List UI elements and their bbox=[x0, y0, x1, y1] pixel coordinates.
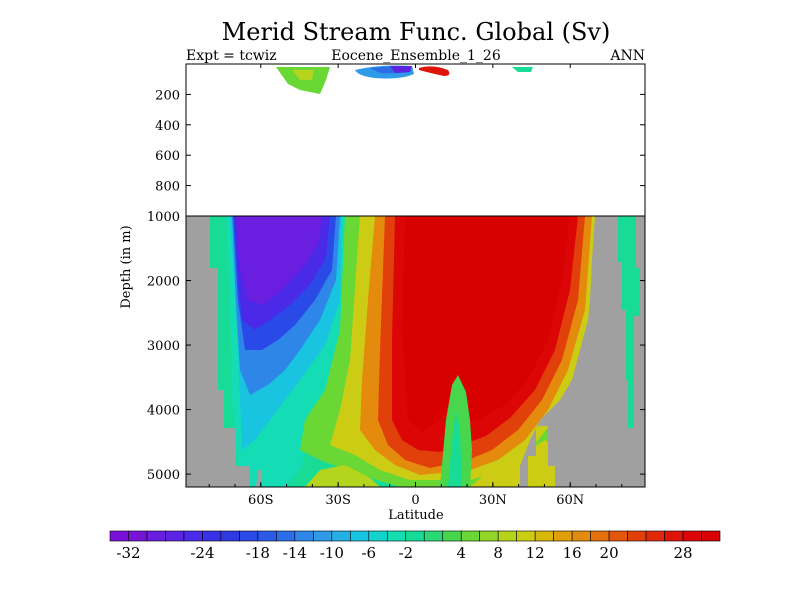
y-tick-label: 800 bbox=[155, 180, 180, 195]
colorbar-label: -24 bbox=[190, 544, 214, 562]
land-mask bbox=[520, 216, 645, 487]
colorbar-swatch bbox=[701, 530, 721, 542]
colorbar-swatch bbox=[202, 530, 222, 542]
streamfunction-contour bbox=[292, 70, 314, 80]
colorbar-swatch bbox=[146, 530, 166, 542]
experiment-label: Expt = tcwiz bbox=[186, 48, 277, 64]
colorbar-swatch bbox=[479, 530, 499, 542]
upper-panel bbox=[185, 63, 646, 217]
colorbar-swatch bbox=[313, 530, 333, 542]
colorbar-swatch bbox=[423, 530, 444, 542]
colorbar-swatch bbox=[497, 530, 517, 542]
colorbar-swatch bbox=[571, 530, 591, 542]
colorbar-swatch bbox=[534, 530, 554, 542]
streamfunction-contour bbox=[276, 67, 330, 94]
x-axis-label: Latitude bbox=[388, 508, 444, 523]
streamfunction-contour bbox=[390, 66, 412, 73]
colorbar-label: -10 bbox=[320, 544, 344, 562]
streamfunction-contour bbox=[236, 216, 322, 305]
colorbar-label: -6 bbox=[361, 544, 376, 562]
colorbar-label: 4 bbox=[456, 544, 466, 562]
y-axis-label: Depth (in m) bbox=[119, 225, 134, 308]
y-tick-label: 3000 bbox=[147, 339, 180, 354]
colorbar-swatch bbox=[165, 530, 185, 542]
colorbar-label: 28 bbox=[673, 544, 692, 562]
colorbar-label: -14 bbox=[283, 544, 307, 562]
colorbar-swatch bbox=[516, 530, 536, 542]
colorbar-label: 8 bbox=[493, 544, 503, 562]
streamfunction-contour bbox=[402, 216, 570, 432]
colorbar-swatch bbox=[276, 530, 296, 542]
streamfunction-contour bbox=[470, 440, 560, 487]
streamfunction-contour bbox=[448, 410, 462, 487]
chart-title: Merid Stream Func. Global (Sv) bbox=[222, 18, 611, 46]
land-mask bbox=[186, 216, 250, 487]
colorbar-swatch bbox=[608, 530, 628, 542]
colorbar-swatch bbox=[350, 530, 370, 542]
colorbar-label: -32 bbox=[116, 544, 140, 562]
colorbar-swatch bbox=[627, 530, 647, 542]
colorbar-swatch bbox=[645, 530, 665, 542]
colorbar-swatch bbox=[664, 530, 684, 542]
colorbar-swatch bbox=[368, 530, 388, 542]
colorbar-swatch bbox=[460, 530, 480, 542]
colorbar-swatch bbox=[257, 530, 277, 542]
colorbar-swatch bbox=[294, 530, 314, 542]
y-tick-label: 5000 bbox=[147, 468, 180, 483]
lower-y-axis-ticks: 2000 3000 4000 5000 bbox=[147, 275, 645, 483]
y-tick-label: 4000 bbox=[147, 404, 180, 419]
x-tick-label: 30S bbox=[325, 493, 350, 508]
x-tick-label: 30N bbox=[479, 493, 507, 508]
x-tick-label: 0 bbox=[411, 493, 419, 508]
colorbar-label: 16 bbox=[563, 544, 582, 562]
y-tick-label: 200 bbox=[155, 88, 180, 103]
y-tick-label: 600 bbox=[155, 149, 180, 164]
colorbar-labels: -32 -24 -18 -14 -10 -6 -2 4 8 12 16 20 28 bbox=[116, 544, 692, 562]
colorbar-swatch bbox=[590, 530, 610, 542]
y-tick-label: 1000 bbox=[147, 210, 180, 225]
y-tick-label: 400 bbox=[155, 119, 180, 134]
colorbar-label: 20 bbox=[600, 544, 619, 562]
colorbar-swatch bbox=[553, 530, 573, 542]
colorbar-label: 12 bbox=[526, 544, 545, 562]
colorbar-swatch bbox=[442, 530, 462, 542]
lower-panel bbox=[185, 215, 646, 488]
x-axis-ticks: 60S 30S 0 30N 60N bbox=[208, 64, 623, 508]
x-tick-label: 60S bbox=[248, 493, 273, 508]
x-tick-label: 60N bbox=[556, 493, 584, 508]
colorbar-swatch bbox=[109, 530, 129, 542]
colorbar-swatch bbox=[682, 530, 702, 542]
colorbar-swatch bbox=[183, 530, 203, 542]
streamfunction-contour bbox=[419, 66, 450, 76]
colorbar-swatch bbox=[128, 530, 148, 542]
streamfunction-contour bbox=[305, 465, 380, 487]
colorbar-swatch bbox=[239, 530, 259, 542]
colorbar-swatch bbox=[386, 530, 407, 542]
case-label: Eocene_Ensemble_1_26 bbox=[331, 48, 501, 64]
upper-panel-background bbox=[186, 64, 645, 216]
colorbar-label: -18 bbox=[246, 544, 270, 562]
upper-y-axis-ticks: 200 400 600 800 1000 bbox=[147, 88, 645, 225]
season-label: ANN bbox=[609, 48, 645, 64]
y-tick-label: 2000 bbox=[147, 275, 180, 290]
colorbar-label: -2 bbox=[398, 544, 413, 562]
land-mask bbox=[634, 216, 645, 428]
colorbar bbox=[109, 530, 721, 542]
colorbar-swatch bbox=[405, 530, 425, 542]
streamfunction-contour bbox=[512, 67, 533, 72]
colorbar-swatch bbox=[331, 530, 351, 542]
colorbar-swatch bbox=[220, 530, 240, 542]
